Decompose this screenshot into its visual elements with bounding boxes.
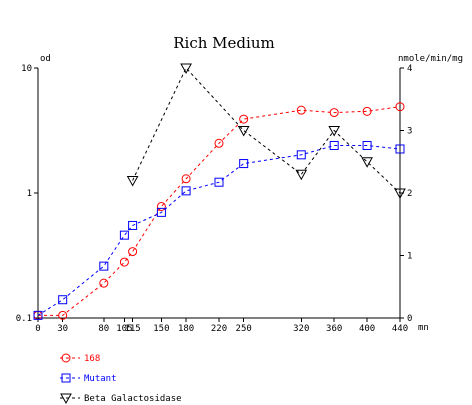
data-point [239, 114, 249, 124]
x-tick-label: 320 [293, 324, 309, 334]
data-point [214, 177, 224, 187]
legend-item: Mutant [60, 373, 117, 384]
series-0 [33, 102, 405, 320]
data-point [295, 169, 308, 181]
data-point [99, 261, 109, 271]
data-point [58, 295, 68, 305]
data-point [395, 144, 405, 154]
data-point [239, 159, 249, 169]
legend-marker [61, 353, 71, 363]
data-point [99, 278, 109, 288]
x-tick-label: 220 [211, 324, 227, 334]
data-point [156, 207, 166, 217]
data-point [296, 105, 306, 115]
data-point [328, 126, 341, 137]
data-point [362, 106, 372, 116]
y-left-axis-label: od [40, 54, 51, 64]
x-tick-label: 80 [98, 324, 109, 334]
data-point [58, 310, 68, 320]
data-point [119, 257, 129, 267]
x-tick-label: 30 [57, 324, 68, 334]
y-right-tick-label: 4 [407, 64, 412, 74]
data-point [180, 63, 192, 75]
x-tick-label: 180 [178, 324, 194, 334]
series-1 [33, 140, 405, 320]
data-point [156, 201, 166, 211]
x-axis-unit-label: mn [418, 323, 429, 333]
legend-label: 168 [84, 354, 100, 364]
x-tick-label: 360 [326, 324, 342, 334]
legend-marker [60, 393, 72, 405]
data-point [181, 186, 191, 196]
series-line [132, 67, 401, 194]
y-right-axis-label: nmole/min/mg [398, 54, 463, 64]
x-tick-label: 115 [124, 324, 140, 334]
legend-item: 168 [60, 353, 100, 364]
chart-title: Rich Medium [173, 34, 274, 52]
series-layer [33, 63, 406, 320]
data-point [362, 140, 372, 150]
data-point [329, 108, 339, 118]
series-line [37, 145, 401, 316]
y-right-tick-label: 3 [407, 127, 412, 137]
data-point [214, 138, 224, 148]
y-right-tick-label: 2 [407, 189, 412, 199]
data-point [181, 174, 191, 184]
series-line [38, 106, 401, 316]
y-right-tick-label: 0 [407, 314, 412, 324]
x-tick-label: 0 [35, 324, 40, 334]
data-point [395, 102, 405, 112]
y-left-ticks: 0.1 1 10 [16, 64, 38, 324]
data-point [329, 140, 339, 150]
y-left-tick-label: 10 [21, 64, 32, 74]
series-2 [126, 63, 406, 200]
y-right-tick-label: 1 [407, 252, 412, 262]
data-point [296, 150, 306, 160]
data-point [237, 126, 250, 137]
data-point [361, 157, 373, 168]
legend-label: Beta Galactosidase [84, 394, 182, 404]
x-tick-label: 400 [359, 324, 375, 334]
x-tick-label: 250 [236, 324, 252, 334]
data-point [128, 220, 138, 230]
legend: 168 Mutant Beta Galactosidase [60, 353, 182, 405]
x-tick-label: 440 [392, 324, 408, 334]
data-point [128, 247, 138, 257]
data-point [126, 176, 139, 187]
x-tick-label: 150 [153, 324, 169, 334]
data-point [33, 310, 43, 320]
data-point [394, 188, 406, 200]
y-left-tick-label: 0.1 [16, 314, 32, 324]
data-point [119, 230, 129, 240]
x-tick-label: 105 [116, 324, 132, 334]
legend-item: Beta Galactosidase [60, 393, 182, 405]
legend-marker [61, 373, 71, 383]
legend-label: Mutant [84, 374, 117, 384]
y-left-tick-label: 1 [27, 189, 32, 199]
